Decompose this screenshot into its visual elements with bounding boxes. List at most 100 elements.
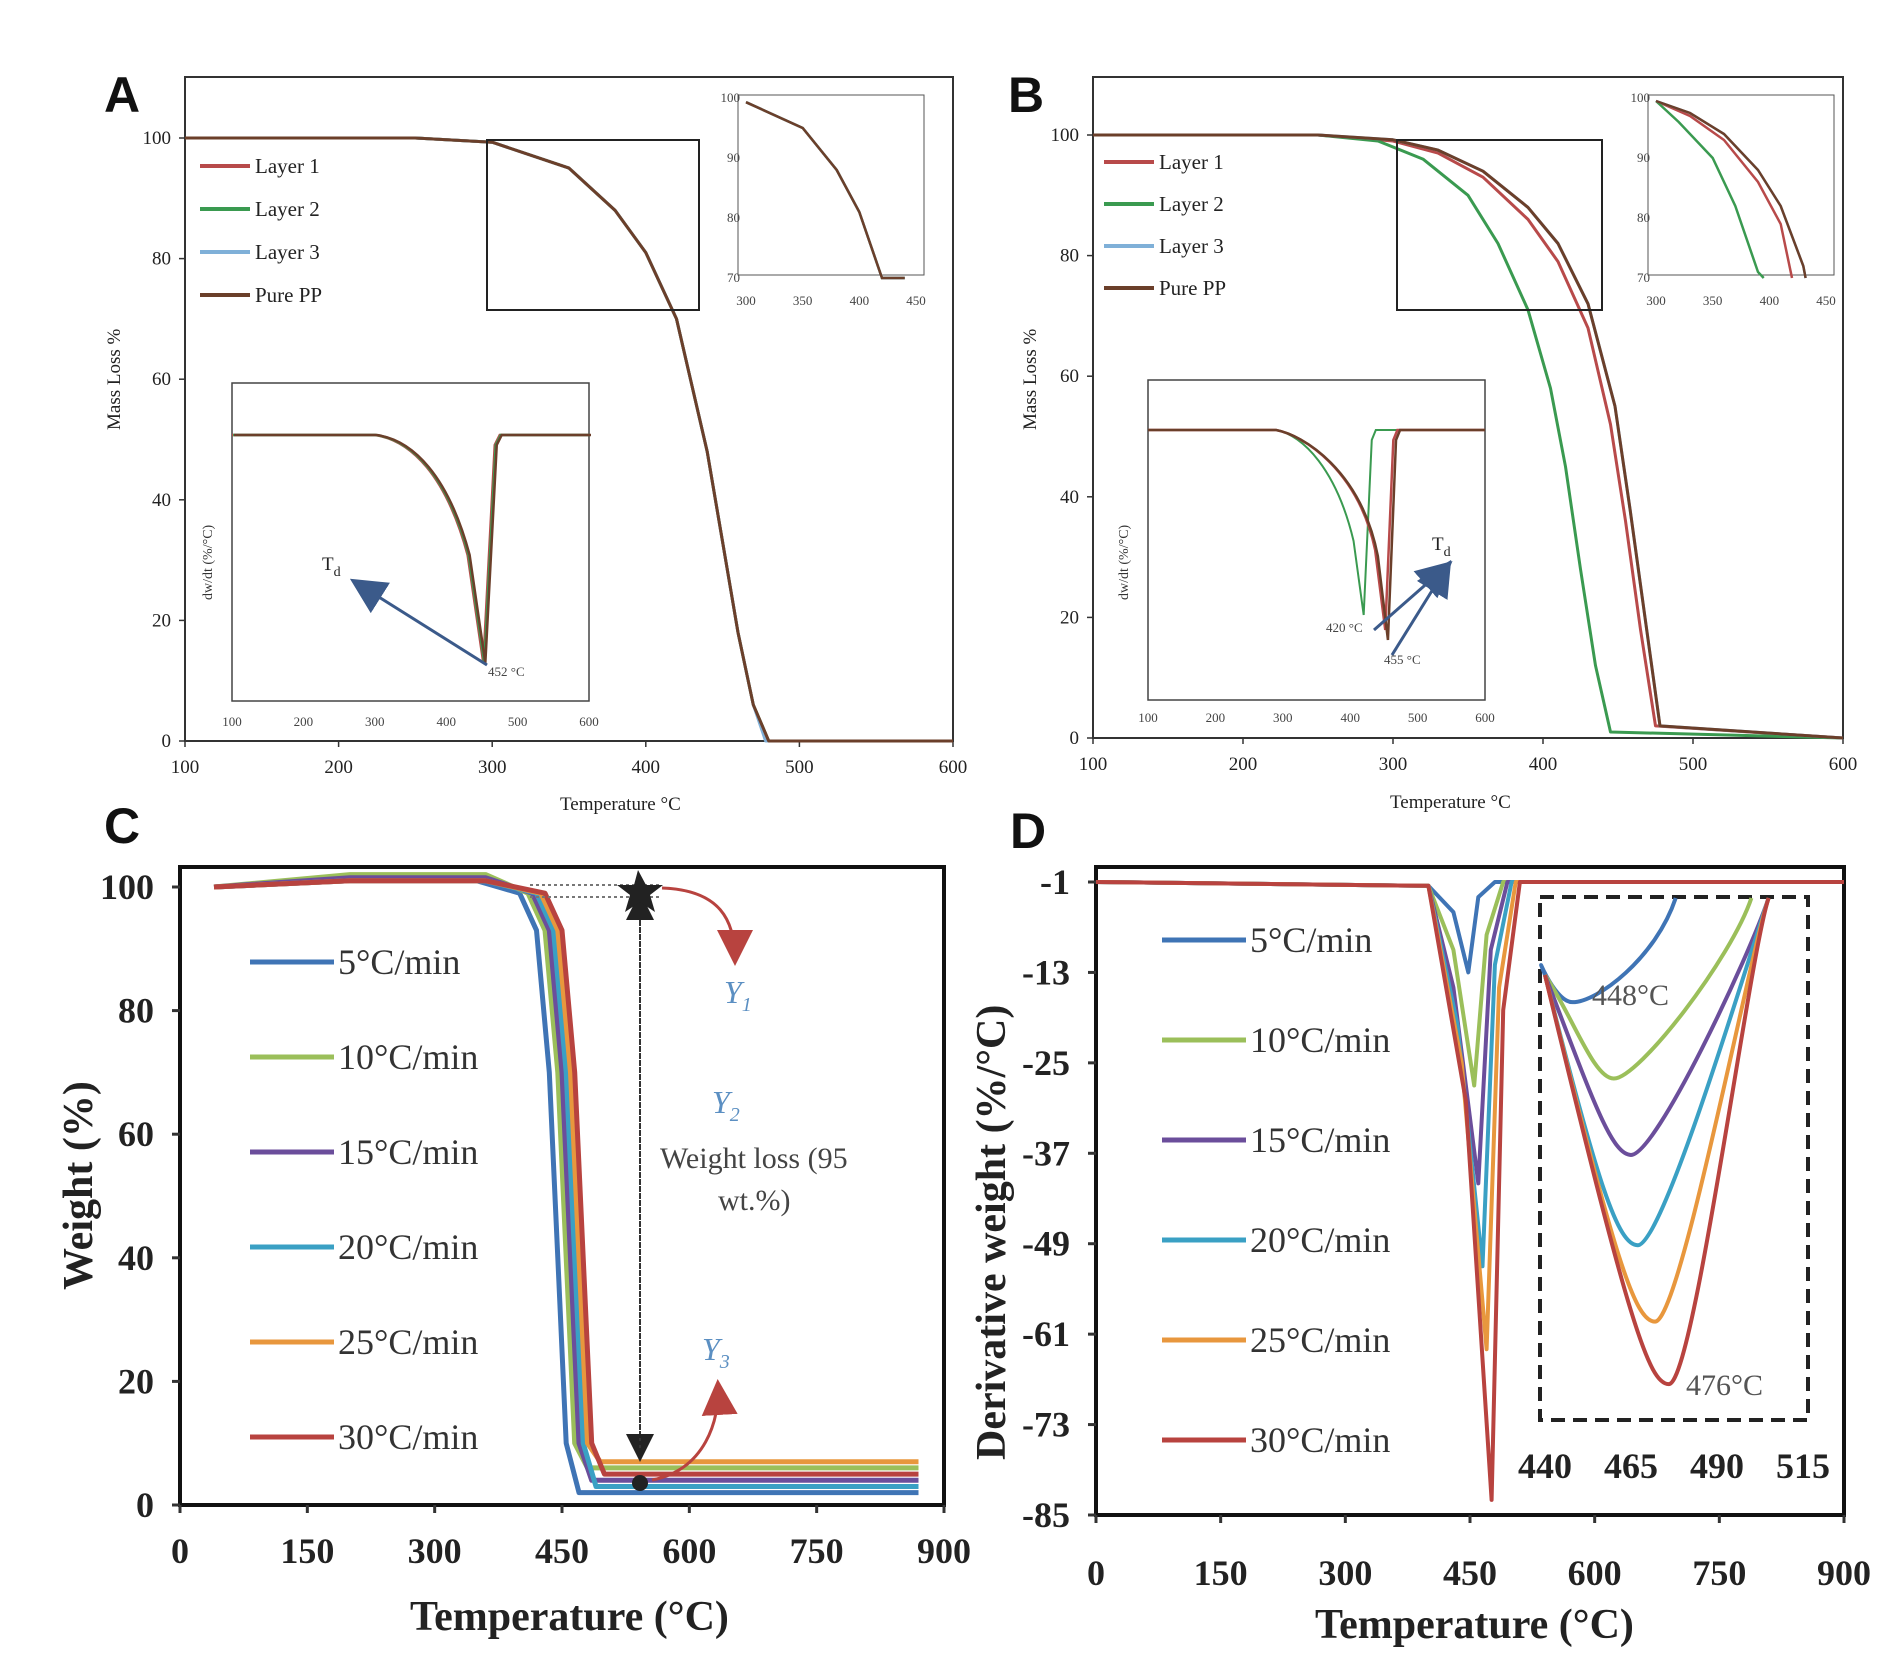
y-tick-label-0: 0 [1070,728,1080,749]
panel-a-zoom-inset-content: 300 350 400 450 70 80 90 100 [721,90,926,308]
x-tick-label-0: 0 [1087,1553,1105,1593]
zoom-x-tick-label-350: 350 [793,293,813,308]
deriv-x-tick-label-300: 300 [365,714,385,729]
x-tick-label-300: 300 [408,1531,462,1571]
zoom-x-tick-label-450: 450 [906,293,926,308]
x-tick-label-900: 900 [1817,1553,1871,1593]
legend-label-layer-3: Layer 3 [255,240,320,264]
series-line-30-c-min [1095,880,1844,1502]
y-tick-label--13: -13 [1022,952,1070,992]
y-tick-label--49: -49 [1022,1224,1070,1264]
panel-a-inset-ylabel: dw/dt (%/°C) [201,524,216,600]
panel-c-y3-main: Y [702,1331,723,1367]
zoom-x-tick-label-300: 300 [736,293,756,308]
y-tick-label-0: 0 [136,1485,154,1525]
zoom-series-pure-pp [1655,99,1807,279]
panel-c-star-top [617,870,663,912]
deriv-x-tick-label-400: 400 [436,714,456,729]
y-tick-label-80: 80 [1060,246,1079,267]
panel-d-legend: 5°C/min 10°C/min 15°C/min 20°C/min 25°C/min 3… [1162,920,1390,1460]
panel-b-plot-frame [1092,76,1844,739]
deriv-x-tick-label-100: 100 [1138,710,1158,725]
zoom-x-tick-label-400: 400 [1760,293,1780,308]
panel-a-td-arrow [349,578,488,667]
x-tick-label-150: 150 [1194,1553,1248,1593]
panel-c-y3-arrow [651,1379,738,1482]
y-tick-label-100: 100 [1051,125,1080,146]
panel-b-zoom-inset [1647,94,1835,276]
panel-letter-c: C [104,798,140,854]
zoom-x-tick-label-450: 450 [1816,293,1836,308]
panel-d-axes: 0 150 300 450 600 750 900 -1 -13 -25 -37 -49 -61 -73 -… [1022,862,1871,1593]
y-tick-label-80: 80 [152,249,171,270]
series-line-pure-pp [1093,133,1844,740]
legend-label-30-c-min: 30°C/min [1250,1420,1390,1460]
inset-x-tick-label-490: 490 [1690,1446,1744,1486]
legend-label-5-c-min: 5°C/min [338,942,460,982]
deriv-series-pure-pp [234,433,591,664]
panel-a-zoom-inset [737,94,925,276]
y-tick-label-80: 80 [118,991,154,1031]
series-line-5-c-min [1095,880,1844,975]
zoom-y-tick-label-70: 70 [727,270,740,285]
deriv-x-tick-label-600: 600 [579,714,599,729]
deriv-x-tick-label-500: 500 [508,714,528,729]
x-tick-label-100: 100 [1079,754,1108,775]
x-tick-label-300: 300 [1318,1553,1372,1593]
deriv-x-tick-label-600: 600 [1475,710,1495,725]
panel-b-td-main: T [1432,534,1444,555]
x-tick-label-150: 150 [280,1531,334,1571]
panel-b-derivative-inset [1147,379,1486,701]
y-tick-label-20: 20 [152,610,171,631]
deriv-x-tick-label-500: 500 [1408,710,1428,725]
x-tick-label-500: 500 [785,757,814,778]
panel-c-y2-main: Y [712,1084,733,1120]
zoom-y-tick-label-80: 80 [1637,210,1650,225]
y-tick-label-60: 60 [118,1114,154,1154]
zoom-y-tick-label-80: 80 [727,210,740,225]
panel-a-derivative-inset-content: 100 200 300 400 500 600 [222,433,599,729]
y-tick-label-100: 100 [100,867,154,907]
panel-a-derivative-inset [231,382,590,702]
zoom-x-tick-label-350: 350 [1703,293,1723,308]
panel-b-legend: Layer 1 Layer 2 Layer 3 Pure PP [1104,150,1226,300]
zoom-series-pure-pp [745,101,905,280]
y-tick-label--61: -61 [1022,1314,1070,1354]
inset-x-tick-label-465: 465 [1604,1446,1658,1486]
panel-a-ylabel: Mass Loss % [104,328,125,430]
panel-c-legend: 5°C/min 10°C/min 15°C/min 20°C/min 25°C/min 3… [250,942,478,1457]
panel-b-axes: 100 200 300 400 500 600 0 20 40 60 80 100 [1051,125,1858,775]
zoom-x-tick-label-300: 300 [1646,293,1666,308]
legend-label-layer-3: Layer 3 [1159,234,1224,258]
panel-c-y2-sub: 2 [730,1104,740,1126]
x-tick-label-600: 600 [1829,754,1858,775]
y-tick-label--1: -1 [1040,862,1070,902]
x-tick-label-100: 100 [171,757,200,778]
zoom-y-tick-label-90: 90 [1637,150,1650,165]
panel-a-td-main: T [322,554,334,575]
panel-b-peak-label-2: 455 °C [1384,652,1421,667]
panel-a-xlabel: Temperature °C [560,794,681,815]
panel-d-peak-label-2: 476°C [1686,1369,1763,1402]
x-tick-label-900: 900 [917,1531,971,1571]
y-tick-label-60: 60 [1060,366,1079,387]
x-tick-label-0: 0 [171,1531,189,1571]
y-tick-label-20: 20 [118,1361,154,1401]
panel-d-inset-content: 440 465 490 515 [1518,897,1830,1486]
legend-label-pure-pp: Pure PP [1159,276,1226,300]
x-tick-label-200: 200 [1229,754,1258,775]
deriv-x-tick-label-100: 100 [222,714,242,729]
panel-c-weight-loss-line1: Weight loss (95 [660,1142,848,1175]
inset-x-tick-label-515: 515 [1776,1446,1830,1486]
panel-a-series [185,136,953,743]
y-tick-label--73: -73 [1022,1405,1070,1445]
y-tick-label--25: -25 [1022,1043,1070,1083]
panel-a-td-sub: d [334,565,341,580]
y-tick-label-100: 100 [143,128,172,149]
panel-letter-a: A [104,67,140,123]
panel-c-y1-main: Y [724,974,745,1010]
x-tick-label-450: 450 [1443,1553,1497,1593]
panel-c-y1-sub: 1 [742,994,752,1016]
panel-a-zoom-box [486,139,700,311]
series-line-10-c-min [213,872,919,1471]
